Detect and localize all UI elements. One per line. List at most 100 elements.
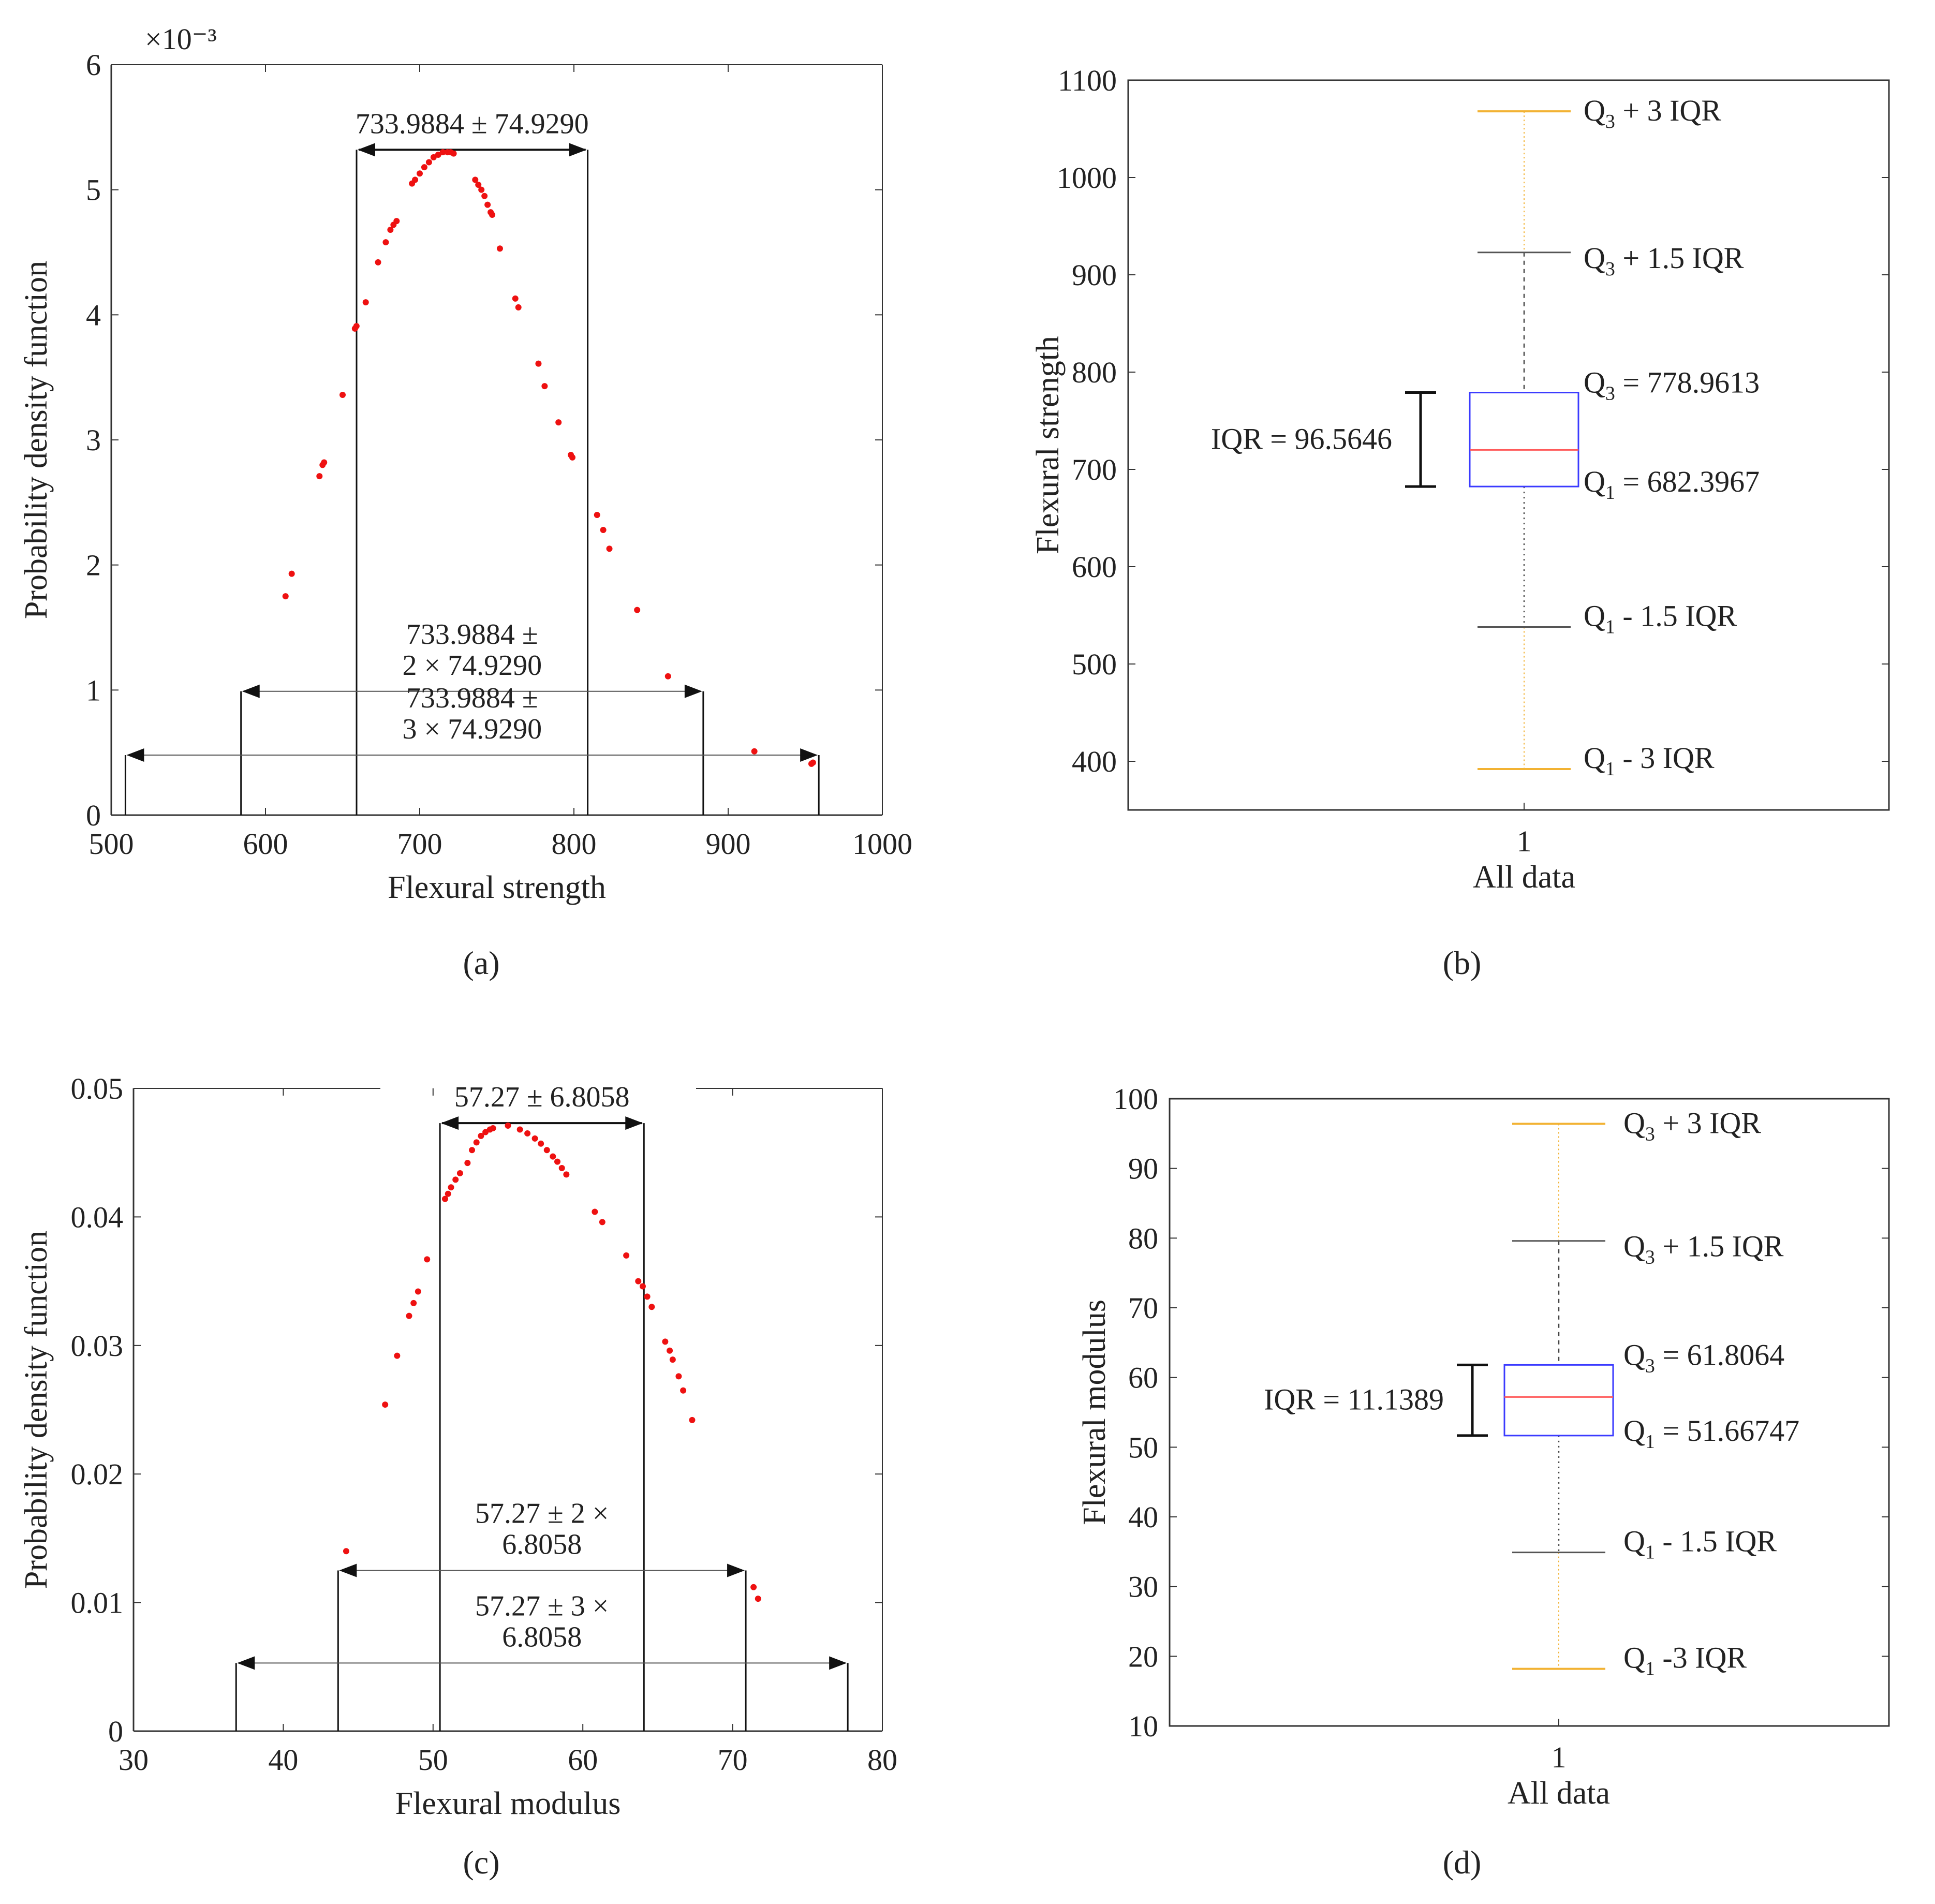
data-point (505, 1123, 511, 1129)
x-tick-label: 500 (89, 827, 134, 861)
y-tick-label: 5 (86, 173, 101, 207)
panel-c-pdf-modulus: 30 40 50 60 70 80 0 0.01 0.02 0.03 0.04 0.05 Flexura… (19, 1072, 897, 1821)
panel-label-b: (b) (1443, 944, 1482, 981)
x-tick-label: 1 (1552, 1740, 1567, 1774)
y-tick-label: 30 (1128, 1570, 1158, 1604)
x-axis-title: Flexural modulus (395, 1786, 621, 1821)
interval-label: 733.9884 ± (406, 618, 538, 651)
x-axis-title: All data (1473, 860, 1575, 895)
panel-label-a: (a) (463, 944, 499, 981)
y-tick-label: 0.02 (71, 1457, 124, 1491)
y-tick-label: 3 (86, 423, 101, 457)
data-point (410, 1300, 417, 1306)
data-point (484, 201, 491, 208)
y-tick-label: 700 (1072, 453, 1117, 486)
y-tick-label: 10 (1128, 1709, 1158, 1743)
data-point (417, 170, 423, 177)
data-point (439, 149, 446, 156)
data-point (606, 545, 613, 552)
x-tick-label: 70 (718, 1743, 748, 1777)
data-point (569, 454, 576, 461)
y-tick-label: 0 (86, 799, 101, 832)
plot-frame (1127, 79, 1890, 811)
y-axis-title: Probability density function (19, 261, 54, 619)
y-tick-label: 600 (1072, 550, 1117, 584)
interval-label: 57.27 ± 6.8058 (454, 1081, 630, 1113)
data-point (489, 212, 496, 218)
data-point (473, 1139, 480, 1146)
upper-outer-fence-label: Q3 + 3 IQR (1623, 1106, 1761, 1145)
y-tick-label: 1 (86, 673, 101, 707)
lower-outer-fence-label: Q1 - 3 IQR (1584, 741, 1715, 780)
interval-arrow-head-left (357, 143, 375, 157)
iqr-box (1469, 392, 1579, 488)
data-point (558, 1165, 565, 1172)
y-axis-title: Probability density function (19, 1231, 54, 1589)
data-point (648, 1304, 655, 1310)
x-tick-label: 600 (243, 827, 288, 861)
data-point (382, 239, 389, 246)
y-tick-label: 1000 (1057, 161, 1117, 195)
interval-label: 57.27 ± 3 × (475, 1590, 609, 1622)
y-tick-label: 0.03 (71, 1329, 124, 1363)
y-tick-label: 0.05 (71, 1072, 124, 1105)
data-point (490, 1125, 496, 1132)
plot-frame (1169, 1098, 1890, 1727)
interval-arrow-head-left (242, 684, 260, 698)
data-point (639, 1283, 646, 1290)
upper-outer-fence-label: Q3 + 3 IQR (1584, 94, 1721, 132)
data-point (464, 1160, 471, 1167)
y-tick-label: 50 (1128, 1430, 1158, 1464)
x-tick-label: 1 (1517, 824, 1532, 858)
data-point (424, 1256, 431, 1263)
data-point (394, 1352, 401, 1359)
interval-arrow-head-left (441, 1116, 459, 1130)
interval-arrow-head-right (727, 1563, 745, 1577)
data-point (750, 1584, 757, 1590)
interval-arrow-head-right (625, 1116, 643, 1130)
y-tick-label: 40 (1128, 1500, 1158, 1534)
data-point (755, 1596, 761, 1602)
data-point (535, 360, 542, 367)
data-point (541, 383, 548, 390)
iqr-label: IQR = 96.5646 (1211, 422, 1392, 455)
data-point (450, 150, 457, 157)
data-point (664, 673, 671, 680)
x-tick-label: 800 (552, 827, 597, 861)
interval-label: 2 × 74.9290 (402, 650, 542, 682)
y-tick-label: 4 (86, 298, 101, 332)
data-point (375, 259, 381, 265)
panel-label-d: (d) (1443, 1844, 1482, 1881)
x-tick-label: 60 (568, 1743, 598, 1777)
interval-arrow-head-left (339, 1563, 357, 1577)
interval-label: 3 × 74.9290 (402, 713, 542, 745)
data-point (435, 152, 441, 158)
y-tick-label: 900 (1072, 258, 1117, 292)
iqr-label: IQR = 11.1389 (1264, 1383, 1444, 1416)
data-point (592, 1208, 598, 1215)
data-point (555, 419, 562, 426)
data-point (430, 154, 437, 160)
x-axis-title: Flexural strength (388, 870, 606, 905)
data-point (288, 570, 295, 577)
data-point (387, 227, 394, 233)
data-point (353, 323, 360, 330)
interval-arrow-head-right (684, 684, 702, 698)
panel-label-c: (c) (463, 1844, 499, 1881)
q1-label: Q1 = 51.66747 (1623, 1414, 1799, 1453)
q3-label: Q3 = 778.9613 (1584, 366, 1760, 405)
data-point (516, 1126, 523, 1133)
y-axis-title: Flexural strength (1030, 336, 1066, 554)
y-tick-label: 80 (1128, 1221, 1158, 1255)
data-point (456, 1170, 463, 1176)
interval-label: 733.9884 ± 74.9290 (356, 108, 589, 140)
interval-arrow-head-left (237, 1656, 255, 1670)
data-point (282, 593, 289, 600)
data-point (634, 607, 641, 613)
data-point (675, 1373, 682, 1380)
data-point (635, 1278, 642, 1285)
data-point (316, 473, 323, 480)
data-point (543, 1147, 550, 1154)
